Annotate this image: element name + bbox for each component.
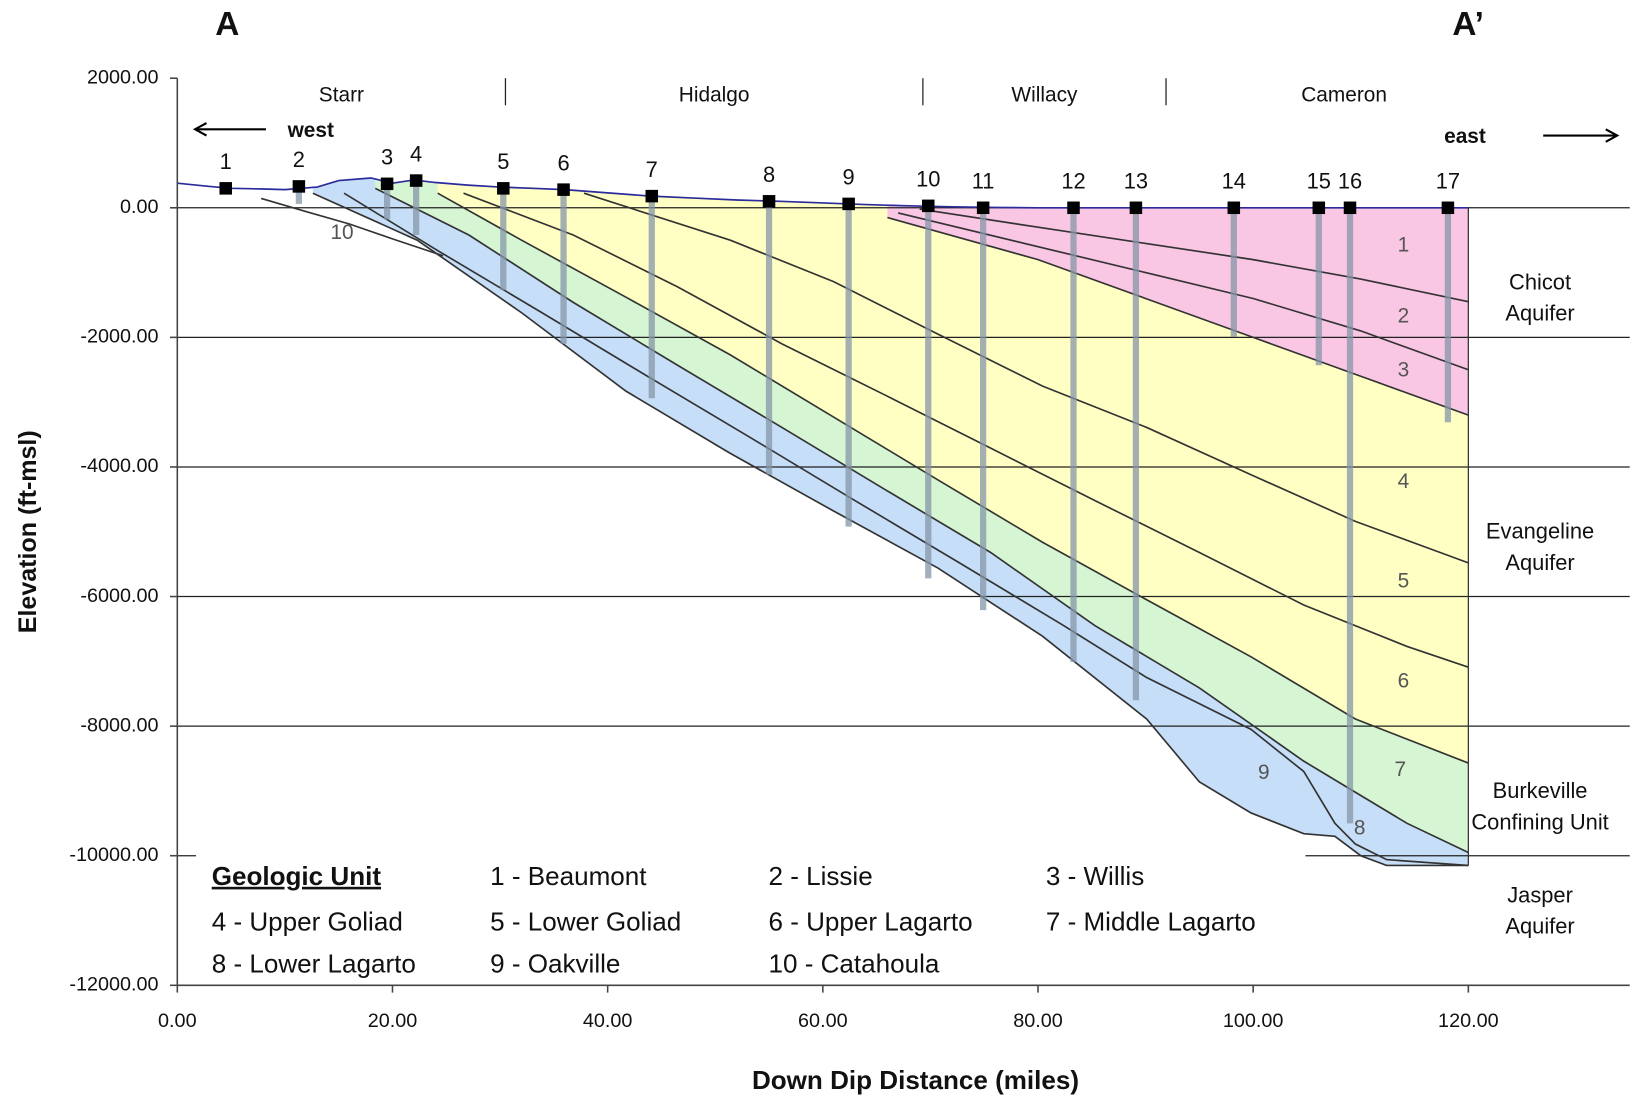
x-tick-label: 40.00: [583, 1010, 633, 1032]
unit-label: 8: [1354, 816, 1366, 839]
direction-label: east: [1444, 125, 1486, 148]
x-axis-title: Down Dip Distance (miles): [752, 1065, 1079, 1095]
legend-entry: 10 - Catahoula: [768, 948, 939, 978]
well-label: 13: [1124, 169, 1148, 194]
y-tick-label: 2000.00: [87, 66, 159, 88]
legend-entry: 6 - Upper Lagarto: [768, 907, 972, 937]
direction-label: west: [287, 119, 334, 142]
legend-entry: 5 - Lower Goliad: [490, 907, 681, 937]
well-label: 10: [916, 167, 940, 192]
well-label: 9: [843, 165, 855, 190]
unit-label: 7: [1395, 758, 1407, 781]
x-tick-label: 120.00: [1438, 1010, 1499, 1032]
well-marker: [646, 190, 659, 203]
well-label: 14: [1222, 169, 1246, 194]
well-marker: [1067, 202, 1080, 215]
legend-entry: 8 - Lower Lagarto: [212, 948, 416, 978]
county-label: Starr: [319, 83, 364, 106]
legend-entry: 2 - Lissie: [768, 861, 872, 891]
y-tick-label: -10000.00: [69, 844, 158, 866]
well-marker: [557, 183, 570, 196]
well-label: 4: [410, 141, 422, 166]
aquifer-label: Aquifer: [1505, 914, 1574, 939]
section-start: A: [215, 6, 239, 43]
aquifer-label: Evangeline: [1486, 519, 1594, 544]
y-tick-label: -2000.00: [80, 326, 158, 348]
unit-label: 2: [1398, 304, 1410, 327]
well-label: 12: [1061, 169, 1085, 194]
well-label: 6: [557, 150, 569, 175]
well-label: 7: [646, 157, 658, 182]
x-tick-label: 80.00: [1013, 1010, 1063, 1032]
aquifer-label: Confining Unit: [1471, 809, 1608, 834]
unit-label: 6: [1398, 669, 1410, 692]
unit-label: 5: [1398, 569, 1410, 592]
x-tick-label: 100.00: [1223, 1010, 1284, 1032]
legend-entry: 3 - Willis: [1046, 861, 1144, 891]
legend-title: Geologic Unit: [212, 861, 382, 891]
y-tick-label: -12000.00: [69, 974, 158, 996]
legend-entry: 4 - Upper Goliad: [212, 907, 403, 937]
well-marker: [922, 200, 935, 213]
well-label: 16: [1338, 169, 1362, 194]
well-label: 15: [1307, 169, 1331, 194]
well-label: 1: [220, 149, 232, 174]
county-label: Cameron: [1301, 83, 1387, 106]
chart: A A’ west east Elevation (ft-msl) Down D…: [0, 0, 1635, 1100]
well-marker: [497, 182, 510, 195]
well-marker: [977, 202, 990, 215]
legend-entry: 9 - Oakville: [490, 948, 620, 978]
aquifer-label: Burkeville: [1493, 778, 1588, 803]
well-label: 5: [497, 149, 509, 174]
well-marker: [1344, 202, 1357, 215]
county-label: Hidalgo: [679, 83, 750, 106]
unit-label: 4: [1398, 470, 1410, 493]
well-marker: [381, 178, 394, 191]
y-axis-title: Elevation (ft-msl): [14, 430, 42, 633]
unit-label: 1: [1398, 234, 1410, 257]
y-tick-label: -4000.00: [80, 455, 158, 477]
x-tick-label: 60.00: [798, 1010, 848, 1032]
well-marker: [293, 180, 306, 193]
well-marker: [1228, 202, 1241, 215]
unit-label: 10: [330, 221, 353, 244]
unit-label: 9: [1258, 761, 1270, 784]
well-label: 3: [381, 145, 393, 170]
unit-label: 3: [1398, 359, 1410, 382]
well-marker: [410, 174, 423, 187]
well-marker: [842, 198, 855, 211]
page: A A’ west east Elevation (ft-msl) Down D…: [0, 0, 1635, 1100]
legend-entry: 7 - Middle Lagarto: [1046, 907, 1256, 937]
aquifer-label: Chicot: [1509, 269, 1571, 294]
direction-arrows: [195, 123, 1617, 142]
y-tick-label: 0.00: [120, 196, 159, 218]
aquifer-label: Aquifer: [1505, 550, 1574, 575]
well-label: 8: [763, 162, 775, 187]
county-label: Willacy: [1011, 83, 1078, 106]
aquifer-label: Aquifer: [1505, 301, 1574, 326]
well-label: 11: [972, 169, 995, 194]
legend-entry: 1 - Beaumont: [490, 861, 647, 891]
well-marker: [1442, 202, 1455, 215]
well-label: 2: [293, 147, 305, 172]
y-tick-label: -8000.00: [80, 714, 158, 736]
x-tick-label: 20.00: [368, 1010, 418, 1032]
y-tick-label: -6000.00: [80, 585, 158, 607]
well-marker: [1130, 202, 1143, 215]
well-marker: [763, 195, 776, 208]
well-label: 17: [1436, 169, 1460, 194]
well-marker: [1313, 202, 1326, 215]
aquifer-label: Jasper: [1507, 882, 1573, 907]
well-marker: [219, 182, 232, 195]
section-end: A’: [1452, 6, 1484, 43]
x-tick-label: 0.00: [158, 1010, 197, 1032]
